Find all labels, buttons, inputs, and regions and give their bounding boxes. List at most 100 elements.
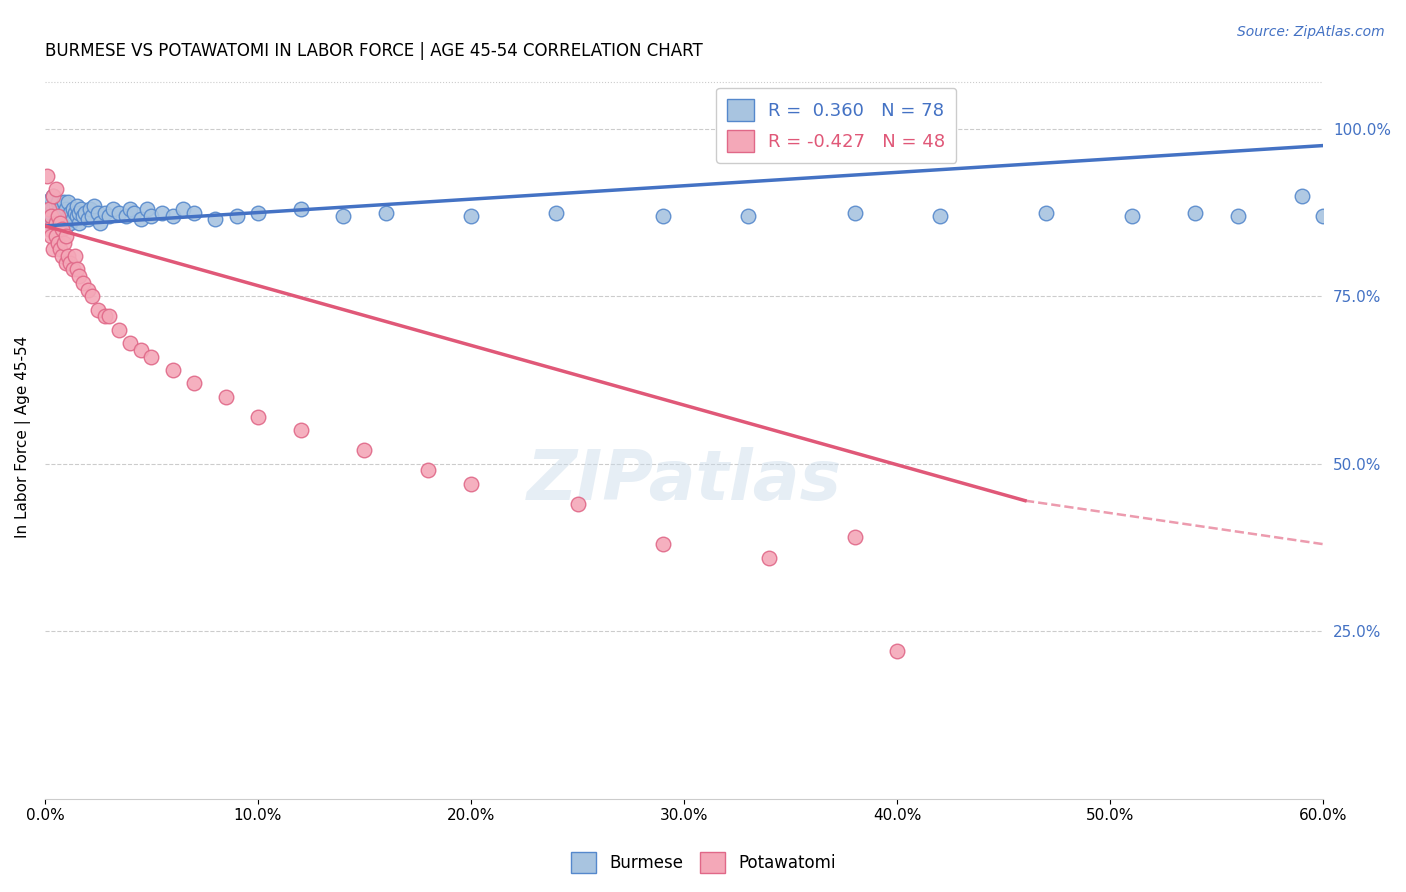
Point — [101, 202, 124, 217]
Point — [39, 192, 62, 206]
Point — [758, 550, 780, 565]
Point — [45, 182, 67, 196]
Point — [42, 189, 65, 203]
Point — [42, 219, 65, 233]
Point — [72, 209, 94, 223]
Point — [59, 256, 82, 270]
Point — [53, 205, 76, 219]
Point — [72, 276, 94, 290]
Point — [374, 205, 396, 219]
Point — [45, 216, 67, 230]
Point — [844, 531, 866, 545]
Point — [567, 497, 589, 511]
Point — [79, 202, 101, 217]
Point — [42, 189, 65, 203]
Point — [97, 310, 120, 324]
Point — [39, 209, 62, 223]
Point — [45, 216, 67, 230]
Point — [51, 209, 73, 223]
Point — [651, 537, 673, 551]
Point — [63, 249, 86, 263]
Point — [39, 229, 62, 244]
Point — [87, 205, 110, 219]
Point — [58, 209, 80, 223]
Point — [45, 209, 67, 223]
Point — [93, 310, 115, 324]
Point — [53, 195, 76, 210]
Point — [141, 209, 163, 223]
Point — [55, 229, 77, 244]
Point — [59, 216, 82, 230]
Y-axis label: In Labor Force | Age 45-54: In Labor Force | Age 45-54 — [15, 336, 31, 538]
Point — [39, 216, 62, 230]
Point — [204, 212, 226, 227]
Point — [1312, 209, 1334, 223]
Point — [63, 205, 86, 219]
Point — [120, 202, 142, 217]
Point — [150, 205, 173, 219]
Text: BURMESE VS POTAWATOMI IN LABOR FORCE | AGE 45-54 CORRELATION CHART: BURMESE VS POTAWATOMI IN LABOR FORCE | A… — [45, 42, 703, 60]
Point — [46, 209, 69, 223]
Point — [108, 323, 131, 337]
Point — [51, 222, 73, 236]
Point — [70, 202, 93, 217]
Point — [38, 209, 60, 223]
Point — [172, 202, 194, 217]
Point — [75, 205, 97, 219]
Point — [124, 205, 146, 219]
Point — [49, 216, 72, 230]
Point — [45, 229, 67, 244]
Point — [76, 283, 98, 297]
Point — [55, 219, 77, 233]
Point — [290, 202, 312, 217]
Point — [546, 205, 568, 219]
Point — [115, 209, 138, 223]
Point — [35, 169, 58, 183]
Point — [215, 390, 238, 404]
Point — [97, 209, 120, 223]
Point — [38, 202, 60, 217]
Point — [66, 199, 89, 213]
Point — [53, 235, 76, 250]
Point — [49, 219, 72, 233]
Point — [141, 350, 163, 364]
Point — [460, 209, 482, 223]
Point — [651, 209, 673, 223]
Point — [89, 216, 111, 230]
Point — [62, 262, 84, 277]
Point — [46, 212, 69, 227]
Point — [46, 205, 69, 219]
Legend: R =  0.360   N = 78, R = -0.427   N = 48: R = 0.360 N = 78, R = -0.427 N = 48 — [716, 87, 956, 162]
Point — [58, 249, 80, 263]
Point — [83, 199, 105, 213]
Point — [225, 209, 247, 223]
Point — [55, 212, 77, 227]
Point — [460, 476, 482, 491]
Point — [49, 205, 72, 219]
Point — [1291, 189, 1313, 203]
Point — [737, 209, 759, 223]
Point — [332, 209, 354, 223]
Point — [353, 443, 375, 458]
Point — [928, 209, 950, 223]
Point — [58, 195, 80, 210]
Point — [49, 202, 72, 217]
Point — [129, 343, 152, 357]
Point — [129, 212, 152, 227]
Point — [49, 243, 72, 257]
Point — [42, 202, 65, 217]
Point — [62, 202, 84, 217]
Text: Source: ZipAtlas.com: Source: ZipAtlas.com — [1237, 25, 1385, 39]
Point — [62, 212, 84, 227]
Point — [66, 209, 89, 223]
Point — [38, 222, 60, 236]
Point — [87, 302, 110, 317]
Point — [59, 205, 82, 219]
Point — [162, 363, 184, 377]
Point — [136, 202, 159, 217]
Point — [55, 256, 77, 270]
Point — [162, 209, 184, 223]
Point — [45, 199, 67, 213]
Point — [67, 269, 90, 284]
Point — [35, 202, 58, 217]
